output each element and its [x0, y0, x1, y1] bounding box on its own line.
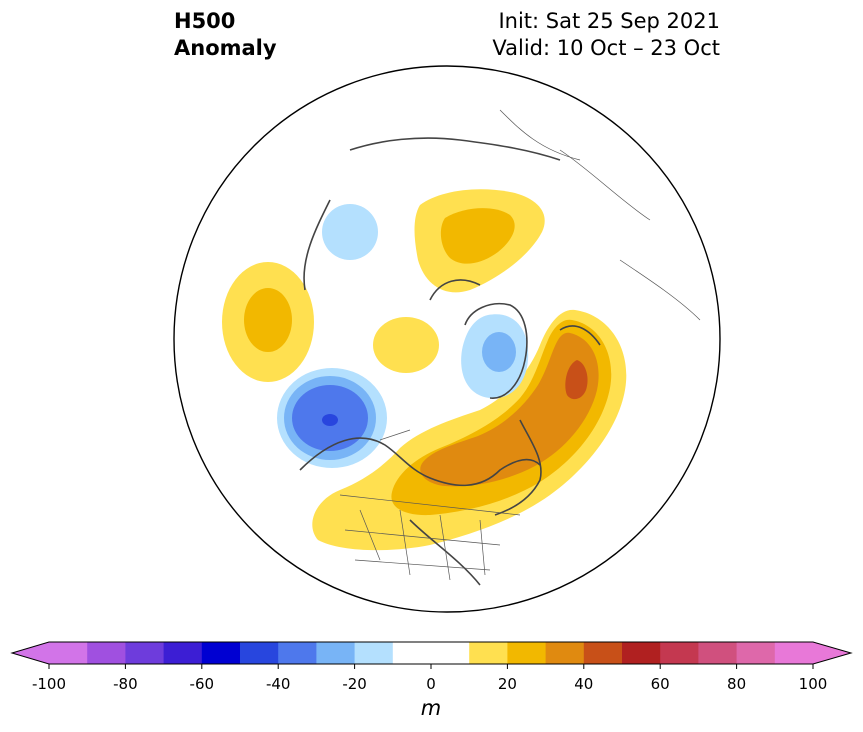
colorbar-swatch — [622, 642, 661, 664]
positive-anomaly-eastern-north-america — [312, 309, 627, 551]
colorbar-swatch — [87, 642, 126, 664]
colorbar-tick-label: 80 — [727, 675, 746, 693]
colorbar-swatches — [49, 642, 814, 664]
colorbar-swatch — [354, 642, 394, 664]
colorbar-swatch — [201, 642, 241, 664]
colorbar-tick-label: -60 — [190, 675, 215, 693]
colorbar-tick-label: -100 — [32, 675, 66, 693]
positive-anomaly-east-asia — [222, 262, 314, 382]
polar-map — [173, 65, 721, 613]
colorbar-swatch — [240, 642, 279, 664]
colorbar-swatch — [583, 642, 623, 664]
valid-range: Valid: 10 Oct – 23 Oct — [492, 36, 720, 60]
anomaly-field — [222, 109, 701, 586]
colorbar-swatch — [392, 642, 432, 664]
positive-anomaly-western-siberia — [414, 189, 545, 293]
colorbar-swatch — [736, 642, 776, 664]
plot-title-line1: H500 — [174, 9, 236, 33]
colorbar-tick-label: 40 — [574, 675, 593, 693]
negative-anomaly-greenland — [461, 314, 529, 399]
colorbar-unit: m — [421, 696, 441, 720]
colorbar-swatch — [163, 642, 203, 664]
colorbar-swatch — [774, 642, 814, 664]
colorbar-tick-label: 60 — [651, 675, 670, 693]
coastlines — [299, 137, 601, 586]
negative-anomaly-north-pacific — [277, 368, 387, 468]
positive-anomaly-arctic — [373, 317, 439, 373]
colorbar-swatch — [316, 642, 356, 664]
colorbar-over-arrow — [813, 642, 851, 664]
colorbar-swatch — [545, 642, 585, 664]
colorbar-swatch — [660, 642, 699, 664]
political-borders — [339, 109, 701, 581]
colorbar-swatch — [49, 642, 88, 664]
colorbar-tick-label: 100 — [799, 675, 828, 693]
map-background — [174, 66, 720, 612]
colorbar-tick-label: 0 — [426, 675, 436, 693]
init-valid-label: Init: Sat 25 Sep 2021 Valid: 10 Oct – 23… — [492, 8, 720, 62]
colorbar-under-arrow — [12, 642, 49, 664]
colorbar-swatch — [125, 642, 165, 664]
colorbar-tick-label: -80 — [113, 675, 138, 693]
colorbar-swatch — [431, 642, 470, 664]
negative-anomaly-eastern-siberia — [322, 204, 378, 260]
colorbar-tick-label: -40 — [266, 675, 291, 693]
colorbar-tick-label: 20 — [498, 675, 517, 693]
plot-title: H500 Anomaly — [174, 8, 277, 62]
colorbar-tick-label: -20 — [342, 675, 367, 693]
colorbar-swatch — [698, 642, 738, 664]
colorbar-swatch — [507, 642, 547, 664]
init-date: Init: Sat 25 Sep 2021 — [498, 9, 720, 33]
colorbar-ticks: -100 -80 -60 -40 -20 0 20 40 60 80 100 — [32, 664, 827, 693]
colorbar-swatch — [469, 642, 508, 664]
map-boundary — [173, 65, 721, 613]
plot-title-line2: Anomaly — [174, 36, 277, 60]
colorbar-swatch — [278, 642, 317, 664]
